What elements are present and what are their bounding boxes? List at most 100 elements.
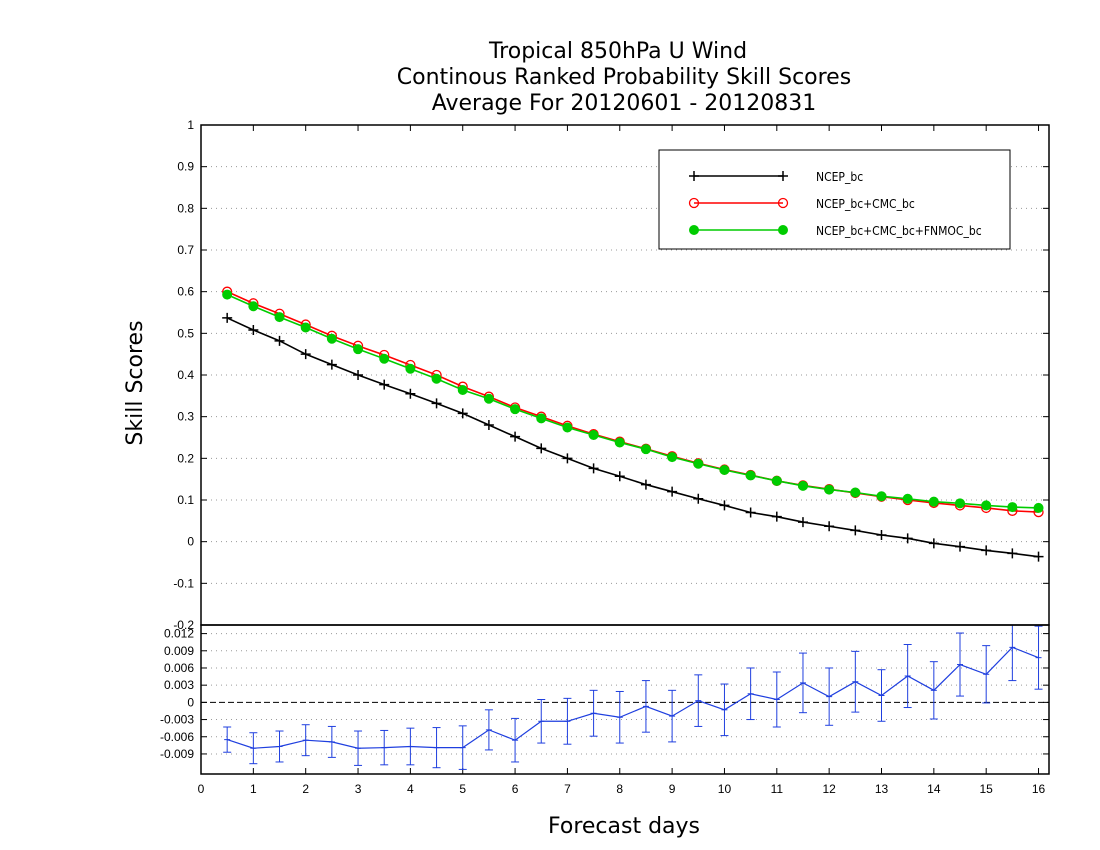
data-point-ncep-bc-cmc-bc-fnmoc-bc: [667, 452, 678, 463]
x-tick-label: 12: [822, 782, 836, 796]
data-point-ncep-bc-cmc-bc-fnmoc-bc: [588, 430, 599, 440]
x-tick-label: 4: [407, 782, 414, 796]
data-point-ncep-bc-cmc-bc-fnmoc-bc: [326, 333, 337, 344]
difference-y-tick-label: -0.006: [160, 730, 194, 744]
data-point-ncep-bc-cmc-bc-fnmoc-bc: [353, 344, 364, 355]
series-line-ncep-bc-cmc-bc-fnmoc-bc: [226, 293, 1039, 509]
y-axis-title: Skill Scores: [123, 320, 148, 445]
data-point-ncep-bc-cmc-bc-fnmoc-bc: [274, 312, 285, 323]
data-point-ncep-bc: [693, 493, 704, 504]
data-point-ncep-bc: [274, 335, 285, 346]
difference-y-ticks: 0.012 0.009 0.006 0.003 0 -0.003 -0.006 -0.009: [160, 627, 1049, 761]
data-point-ncep-bc-cmc-bc-fnmoc-bc: [902, 493, 913, 504]
data-point-ncep-bc-cmc-bc-fnmoc-bc: [693, 458, 704, 469]
legend-marker-ncep-bc: [689, 171, 699, 181]
difference-plot-frame: [200, 624, 1050, 775]
x-tick-label: 11: [771, 782, 784, 796]
main-y-tick-label: 0.2: [177, 451, 194, 465]
data-point-ncep-bc: [510, 431, 521, 442]
main-y-tick-label: 0.1: [177, 493, 194, 507]
data-point-ncep-bc-cmc-bc-fnmoc-bc: [850, 487, 861, 498]
data-point-ncep-bc-cmc-bc-fnmoc-bc: [955, 498, 966, 509]
data-point-ncep-bc-cmc-bc-fnmoc-bc: [1033, 502, 1044, 513]
legend-label-ncep-bc-cmc-bc-fnmoc-bc: NCEP_bc+CMC_bc+FNMOC_bc: [816, 224, 982, 238]
chart-title: Tropical 850hPa U Wind Continous Ranked …: [397, 39, 851, 116]
main-y-tick-label: 0.8: [177, 201, 194, 215]
data-point-ncep-bc: [483, 420, 494, 430]
main-y-ticks: 1 0.9 0.8 0.7 0.6 0.5 0.4 0.3 0.2 0.1 0 -0.1 -0.2: [173, 118, 1049, 632]
data-point-ncep-bc-cmc-bc-fnmoc-bc: [510, 404, 521, 415]
data-point-ncep-bc-cmc-bc-fnmoc-bc: [300, 322, 311, 333]
data-point-ncep-bc: [536, 443, 547, 454]
data-point-ncep-bc-cmc-bc-fnmoc-bc: [824, 484, 835, 495]
data-point-ncep-bc: [614, 471, 625, 482]
data-point-ncep-bc: [1033, 551, 1044, 562]
data-point-ncep-bc: [902, 533, 913, 544]
series-line-ncep-bc: [226, 317, 1039, 558]
x-tick-label: 1: [250, 782, 257, 796]
difference-y-tick-label: 0.012: [164, 627, 194, 641]
x-tick-label: 16: [1032, 782, 1046, 796]
x-tick-label: 5: [459, 782, 466, 796]
data-point-ncep-bc: [745, 507, 756, 518]
data-point-ncep-bc: [379, 379, 390, 390]
x-tick-label: 9: [669, 782, 676, 796]
difference-y-tick-label: 0.006: [164, 661, 194, 675]
series-ncep-bc-cmc-bc: [222, 286, 1044, 518]
main-y-tick-label: 0.7: [177, 243, 194, 257]
data-point-ncep-bc-cmc-bc-fnmoc-bc: [981, 500, 992, 511]
data-point-ncep-bc-cmc-bc-fnmoc-bc: [248, 301, 259, 312]
data-point-ncep-bc-cmc-bc-fnmoc-bc: [457, 385, 468, 395]
x-tick-label: 7: [564, 782, 571, 796]
legend-label-ncep-bc: NCEP_bc: [816, 170, 863, 184]
data-point-ncep-bc-cmc-bc-fnmoc-bc: [405, 363, 416, 374]
x-tick-label: 15: [980, 782, 994, 796]
main-y-tick-label: 0.9: [177, 160, 194, 174]
data-point-ncep-bc: [640, 479, 651, 490]
data-point-ncep-bc-cmc-bc-fnmoc-bc: [1007, 502, 1018, 513]
difference-gridlines: [201, 633, 1049, 755]
x-tick-label: 2: [302, 782, 309, 796]
difference-line: [226, 646, 1039, 749]
data-point-ncep-bc-cmc-bc-fnmoc-bc: [771, 475, 782, 486]
main-y-tick-label: 0.3: [177, 410, 194, 424]
difference-series: [223, 625, 1043, 770]
data-point-ncep-bc: [326, 359, 337, 370]
data-point-ncep-bc: [431, 398, 442, 409]
x-tick-label: 3: [355, 782, 362, 796]
main-y-tick-label: -0.1: [173, 576, 194, 590]
main-y-tick-label: 0.5: [177, 326, 194, 340]
main-y-tick-label: 1: [187, 118, 194, 132]
data-point-ncep-bc-cmc-bc-fnmoc-bc: [536, 413, 547, 424]
main-series-lines: [222, 286, 1044, 562]
series-ncep-bc-cmc-bc-fnmoc-bc: [222, 289, 1044, 513]
data-point-ncep-bc-cmc-bc-fnmoc-bc: [876, 491, 887, 502]
data-point-ncep-bc-cmc-bc-fnmoc-bc: [719, 465, 730, 475]
title-line-3: Average For 20120601 - 20120831: [432, 91, 817, 116]
x-ticks: 0 1 2 3 4 5 6 7 8 9 10 11 12 13 14 15 16: [198, 125, 1046, 796]
data-point-ncep-bc-cmc-bc-fnmoc-bc: [797, 480, 808, 491]
data-point-ncep-bc: [797, 517, 808, 528]
difference-y-tick-label: -0.009: [160, 747, 194, 761]
legend-label-ncep-bc-cmc-bc: NCEP_bc+CMC_bc: [816, 197, 915, 211]
difference-y-tick-label: 0: [187, 695, 194, 709]
x-tick-label: 13: [875, 782, 889, 796]
data-point-ncep-bc-cmc-bc-fnmoc-bc: [483, 393, 494, 404]
data-point-ncep-bc: [850, 525, 861, 536]
legend-marker-ncep-bc-cmc-bc: [688, 197, 700, 209]
data-point-ncep-bc-cmc-bc-fnmoc-bc: [928, 496, 939, 507]
difference-y-tick-label: 0.003: [164, 678, 194, 692]
data-point-ncep-bc-cmc-bc-fnmoc-bc: [614, 437, 625, 448]
data-point-ncep-bc: [405, 388, 416, 399]
data-point-ncep-bc: [300, 349, 311, 360]
x-tick-label: 8: [616, 782, 623, 796]
difference-y-tick-label: 0.009: [164, 644, 194, 658]
series-line-ncep-bc-cmc-bc: [226, 290, 1039, 513]
main-y-tick-label: 0.4: [177, 368, 194, 382]
title-line-1: Tropical 850hPa U Wind: [488, 39, 747, 64]
data-point-ncep-bc: [457, 408, 468, 419]
data-point-ncep-bc-cmc-bc-fnmoc-bc: [431, 373, 442, 384]
data-point-ncep-bc: [824, 521, 835, 532]
legend-box: [658, 149, 1011, 250]
